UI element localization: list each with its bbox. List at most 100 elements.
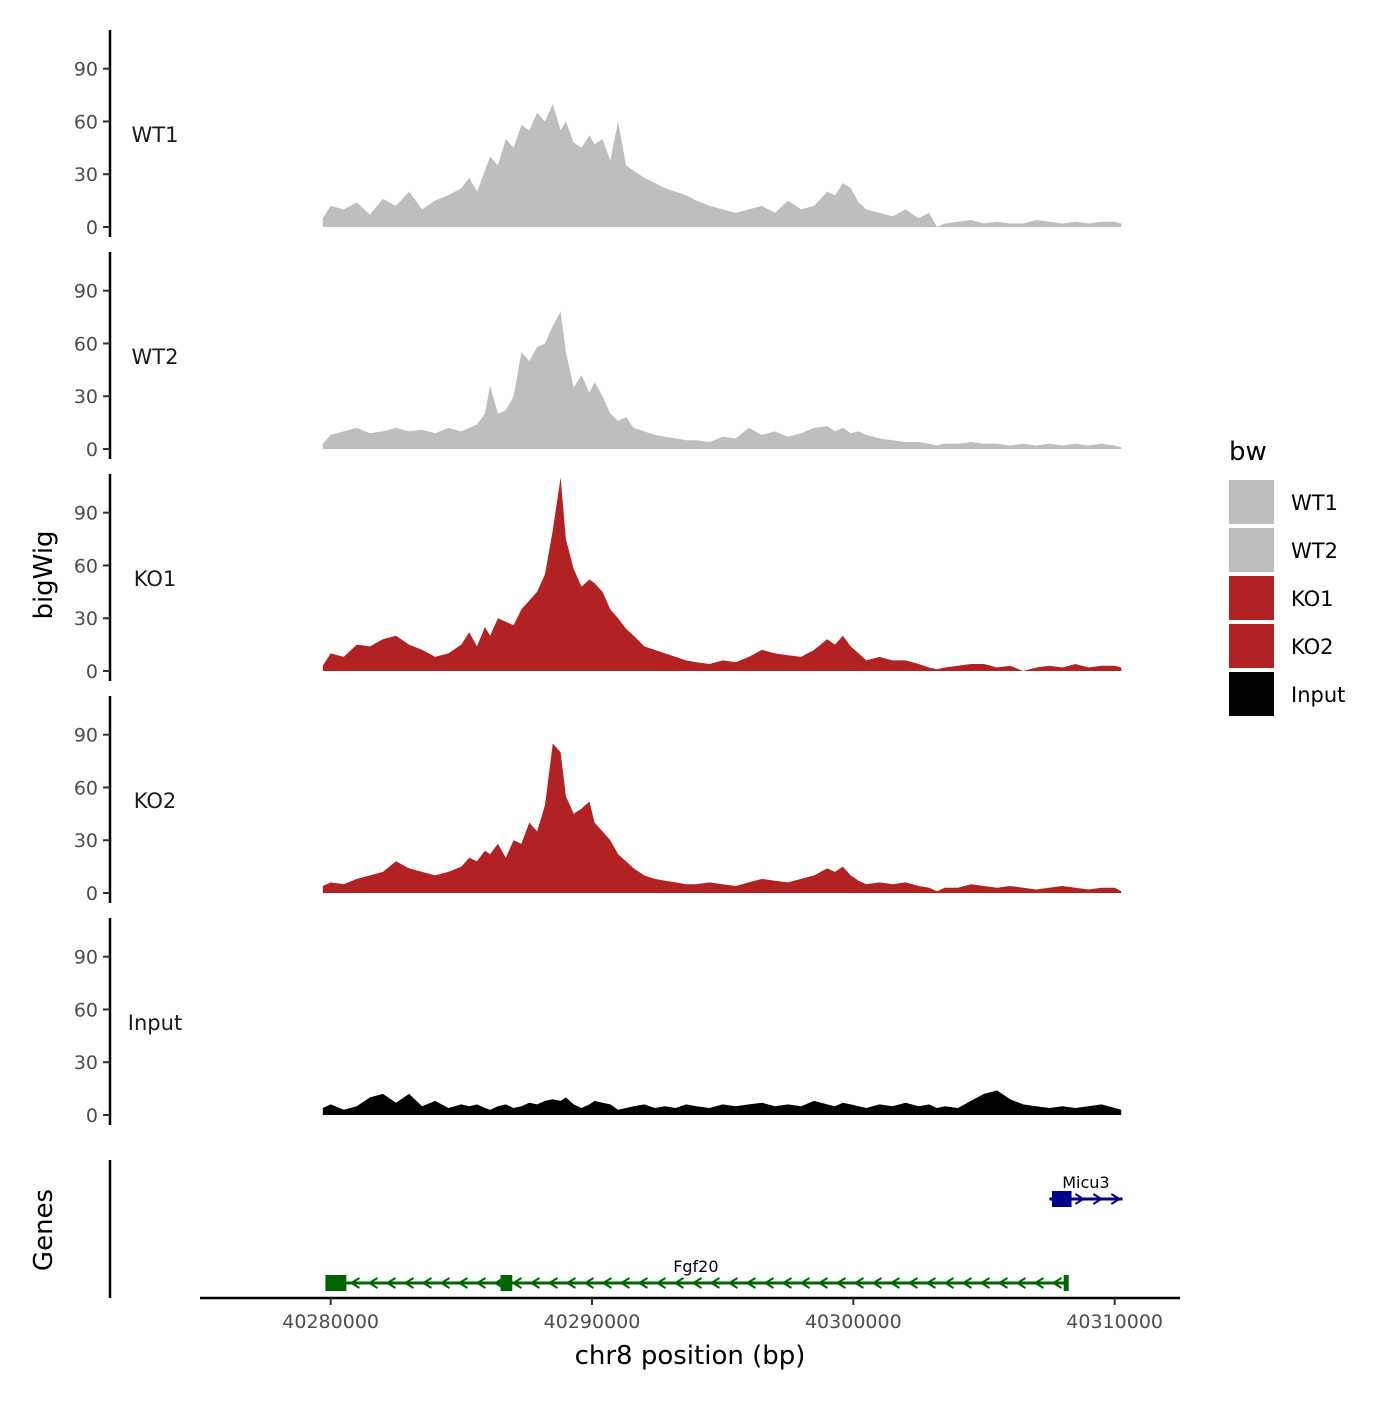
track-input: 0 30 60 90 Input [74, 918, 1122, 1127]
legend-swatch [1229, 672, 1274, 716]
strand-arrow [547, 1277, 558, 1289]
strand-arrow [871, 1277, 882, 1289]
strand-arrow [403, 1277, 414, 1289]
strand-arrow [637, 1277, 648, 1289]
y-tick-label: 60 [74, 999, 98, 1021]
legend-title: bw [1229, 437, 1267, 467]
legend-item-input: Input [1229, 672, 1345, 716]
legend-label: Input [1291, 683, 1345, 707]
exon [325, 1275, 347, 1291]
strand-arrow [691, 1277, 702, 1289]
y-tick-label: 60 [74, 555, 98, 577]
strand-arrow [529, 1277, 540, 1289]
y-tick-label: 90 [74, 503, 98, 525]
track-ko2: 0 30 60 90 KO2 [74, 696, 1122, 905]
strand-arrow [835, 1277, 846, 1289]
track-label: KO1 [134, 567, 177, 591]
legend-item-wt1: WT1 [1229, 480, 1338, 524]
strand-arrow [1092, 1193, 1104, 1205]
x-axis: 40280000 40290000 40300000 40310000 [200, 1296, 1180, 1333]
legend-swatch [1229, 480, 1274, 524]
strand-arrow [601, 1277, 612, 1289]
legend-item-ko1: KO1 [1229, 576, 1334, 620]
strand-arrow [367, 1277, 378, 1289]
gene-micu3: Micu3 [1049, 1173, 1123, 1207]
strand-arrow [1015, 1277, 1026, 1289]
y-tick-label: 0 [86, 217, 98, 239]
exon [500, 1275, 513, 1291]
track-ko1: 0 30 60 90 KO1 [74, 474, 1122, 683]
track-wt2: 0 30 60 90 WT2 [74, 252, 1122, 461]
x-tick-label: 40300000 [805, 1311, 902, 1333]
legend-label: KO1 [1291, 587, 1334, 611]
strand-arrow [853, 1277, 864, 1289]
y-tick-label: 30 [74, 1052, 98, 1074]
strand-arrow [511, 1277, 522, 1289]
y-tick-label: 0 [86, 661, 98, 683]
strand-arrow [979, 1277, 990, 1289]
y-tick-label: 90 [74, 281, 98, 303]
legend-item-ko2: KO2 [1229, 624, 1334, 668]
y-axis-title: bigWig [29, 530, 59, 619]
strand-arrow [475, 1277, 486, 1289]
area-wt2 [322, 311, 1122, 449]
strand-arrow [421, 1277, 432, 1289]
legend-label: KO2 [1291, 635, 1334, 659]
exon [1063, 1275, 1069, 1291]
area-ko2 [322, 743, 1122, 893]
strand-arrow [619, 1277, 630, 1289]
strand-arrow [385, 1277, 396, 1289]
x-tick-label: 40310000 [1066, 1311, 1163, 1333]
gene-fgf20: Fgf20 [325, 1257, 1069, 1291]
legend-item-wt2: WT2 [1229, 528, 1338, 572]
y-tick-label: 30 [74, 386, 98, 408]
x-tick-label: 40280000 [282, 1311, 379, 1333]
strand-arrow [745, 1277, 756, 1289]
strand-arrow [349, 1277, 360, 1289]
strand-arrow [1074, 1193, 1086, 1205]
strand-arrow [1110, 1193, 1122, 1205]
legend-label: WT1 [1291, 491, 1338, 515]
y-tick-label: 0 [86, 883, 98, 905]
y-tick-label: 30 [74, 830, 98, 852]
gene-label: Fgf20 [673, 1257, 718, 1276]
area-ko1 [322, 477, 1122, 671]
strand-arrow [961, 1277, 972, 1289]
x-tick-label: 40290000 [544, 1311, 641, 1333]
strand-arrow [1051, 1277, 1062, 1289]
strand-arrow [457, 1277, 468, 1289]
y-tick-label: 90 [74, 947, 98, 969]
strand-arrow [583, 1277, 594, 1289]
legend: bw WT1 WT2 KO1 KO2 Input [1229, 437, 1345, 716]
legend-swatch [1229, 624, 1274, 668]
legend-swatch [1229, 576, 1274, 620]
track-label: Input [128, 1011, 182, 1035]
y-tick-label: 60 [74, 333, 98, 355]
y-tick-label: 60 [74, 777, 98, 799]
strand-arrow [1033, 1277, 1044, 1289]
strand-arrow [655, 1277, 666, 1289]
strand-arrow [439, 1277, 450, 1289]
strand-arrow [763, 1277, 774, 1289]
y-tick-label: 60 [74, 111, 98, 133]
track-label: WT1 [132, 123, 179, 147]
strand-arrow [943, 1277, 954, 1289]
y-tick-label: 90 [74, 725, 98, 747]
strand-arrow [817, 1277, 828, 1289]
gene-label: Micu3 [1062, 1173, 1109, 1192]
exon [1051, 1191, 1072, 1207]
strand-arrow [799, 1277, 810, 1289]
strand-arrow [889, 1277, 900, 1289]
tracks-layer: 0 30 60 90 WT1 0 30 60 90 WT2 0 30 60 90 KO1 0 30 60 90 KO2… [74, 30, 1122, 1127]
legend-label: WT2 [1291, 539, 1338, 563]
track-label: WT2 [132, 345, 179, 369]
track-wt1: 0 30 60 90 WT1 [74, 30, 1122, 239]
strand-arrow [997, 1277, 1008, 1289]
y-tick-label: 0 [86, 439, 98, 461]
y-tick-label: 30 [74, 164, 98, 186]
strand-arrow [781, 1277, 792, 1289]
area-wt1 [322, 103, 1122, 227]
x-axis-title: chr8 position (bp) [575, 1341, 806, 1371]
